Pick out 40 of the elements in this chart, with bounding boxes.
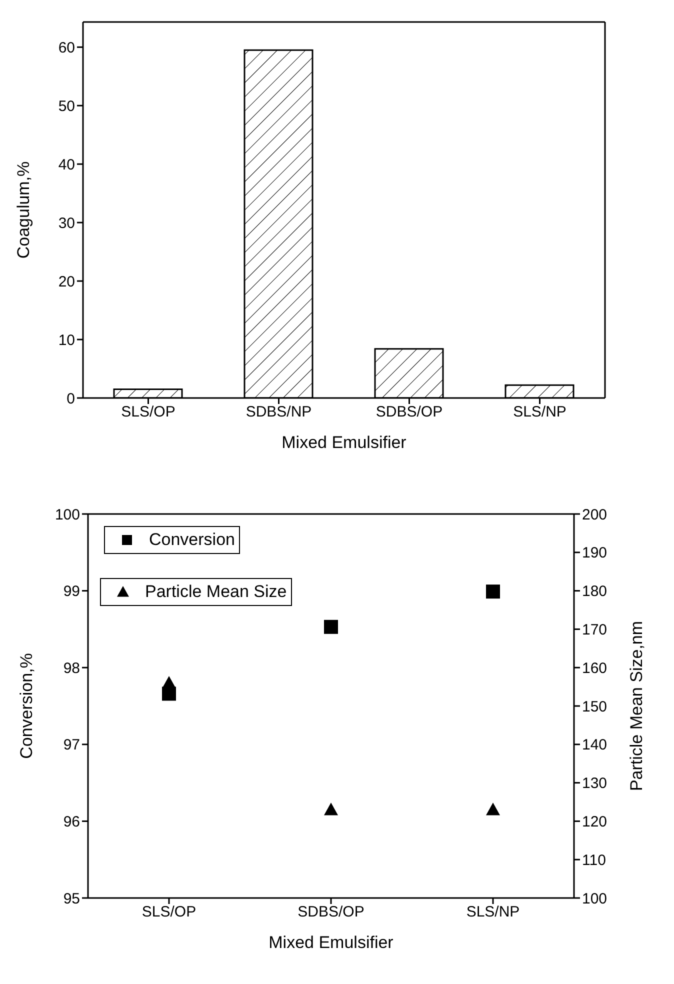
x-tick-label: SDBS/OP (298, 904, 364, 921)
x-tick-label: SLS/NP (513, 404, 566, 421)
y2-tick-label: 150 (582, 698, 608, 716)
y-tick-label: 30 (58, 214, 75, 232)
x-tick-label: SLS/NP (466, 904, 520, 921)
point (486, 584, 500, 599)
y-tick-label: 95 (63, 890, 80, 908)
y-tick-label: 96 (63, 814, 80, 831)
y2-tick-label: 200 (582, 506, 608, 524)
y2-tick-label: 190 (582, 544, 608, 562)
legend-label: Particle Mean Size (145, 582, 287, 602)
y-tick-label: 10 (58, 332, 75, 349)
y-tick-label: 97 (63, 736, 80, 754)
x-tick-label: SDBS/NP (246, 404, 312, 421)
y2-axis-title: Particle Mean Size,nm (627, 620, 646, 792)
x-axis-title: Mixed Emulsifier (268, 933, 394, 952)
y-tick-label: 40 (58, 156, 75, 174)
x-axis-title: Mixed Emulsifier (282, 433, 407, 452)
y-axis-title: Coagulum,% (14, 161, 34, 259)
x-tick-label: SDBS/OP (376, 404, 443, 421)
y-tick-label: 98 (63, 660, 80, 677)
y-tick-label: 60 (58, 39, 75, 56)
y2-tick-label: 180 (582, 583, 608, 600)
y-tick-label: 50 (58, 98, 75, 115)
y2-tick-label: 160 (582, 660, 608, 677)
y-tick-label: 20 (58, 273, 75, 290)
y-tick-label: 0 (66, 390, 75, 408)
y-tick-label: 100 (54, 506, 80, 524)
y2-tick-label: 100 (582, 890, 608, 908)
y2-tick-label: 170 (582, 622, 608, 639)
x-tick-label: SLS/OP (121, 404, 176, 421)
y-tick-label: 99 (63, 583, 80, 600)
x-tick-label: SLS/OP (142, 904, 196, 921)
y2-tick-label: 130 (582, 775, 608, 792)
legend-label: Conversion (149, 530, 235, 550)
y2-tick-label: 120 (582, 814, 608, 831)
y-axis-title: Conversion,% (17, 653, 36, 759)
y2-tick-label: 110 (582, 852, 606, 869)
y2-tick-label: 140 (582, 736, 608, 754)
point (324, 620, 338, 634)
